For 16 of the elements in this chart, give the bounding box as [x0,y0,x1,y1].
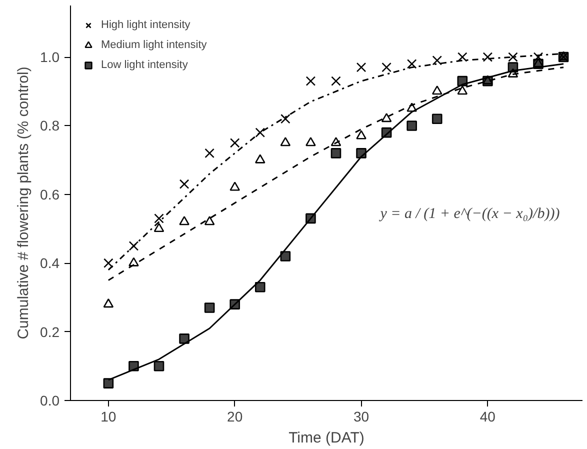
y-tick-label: 0.8 [40,118,60,134]
y-tick-label: 0.6 [40,186,60,202]
y-tick-label: 1.0 [40,49,60,66]
y-tick-label: 0.4 [40,255,60,272]
y-tick-label: 0.2 [40,324,60,340]
legend-label: Medium light intensity [101,39,207,51]
annotation: y = a / (1 + e^(−((x − x₀)/b))) [378,206,560,222]
legend-label: Low light intensity [101,59,188,71]
y-axis-title: Cumulative # flowering plants (% control) [15,66,32,340]
x-tick-label: 30 [353,408,370,424]
x-tick-label: 40 [480,408,496,424]
x-tick-label: 10 [100,408,116,424]
y-tick-label: 0.0 [40,392,60,408]
x-axis-title: Time (DAT) [288,430,364,446]
x-tick-label: 20 [227,408,243,424]
legend-label: High light intensity [101,19,190,31]
